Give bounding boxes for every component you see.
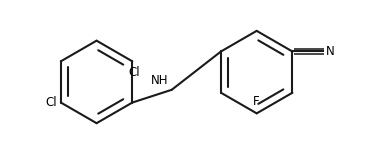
- Text: F: F: [254, 95, 260, 108]
- Text: NH: NH: [151, 74, 169, 87]
- Text: Cl: Cl: [45, 96, 57, 109]
- Text: N: N: [326, 45, 335, 58]
- Text: Cl: Cl: [128, 66, 140, 79]
